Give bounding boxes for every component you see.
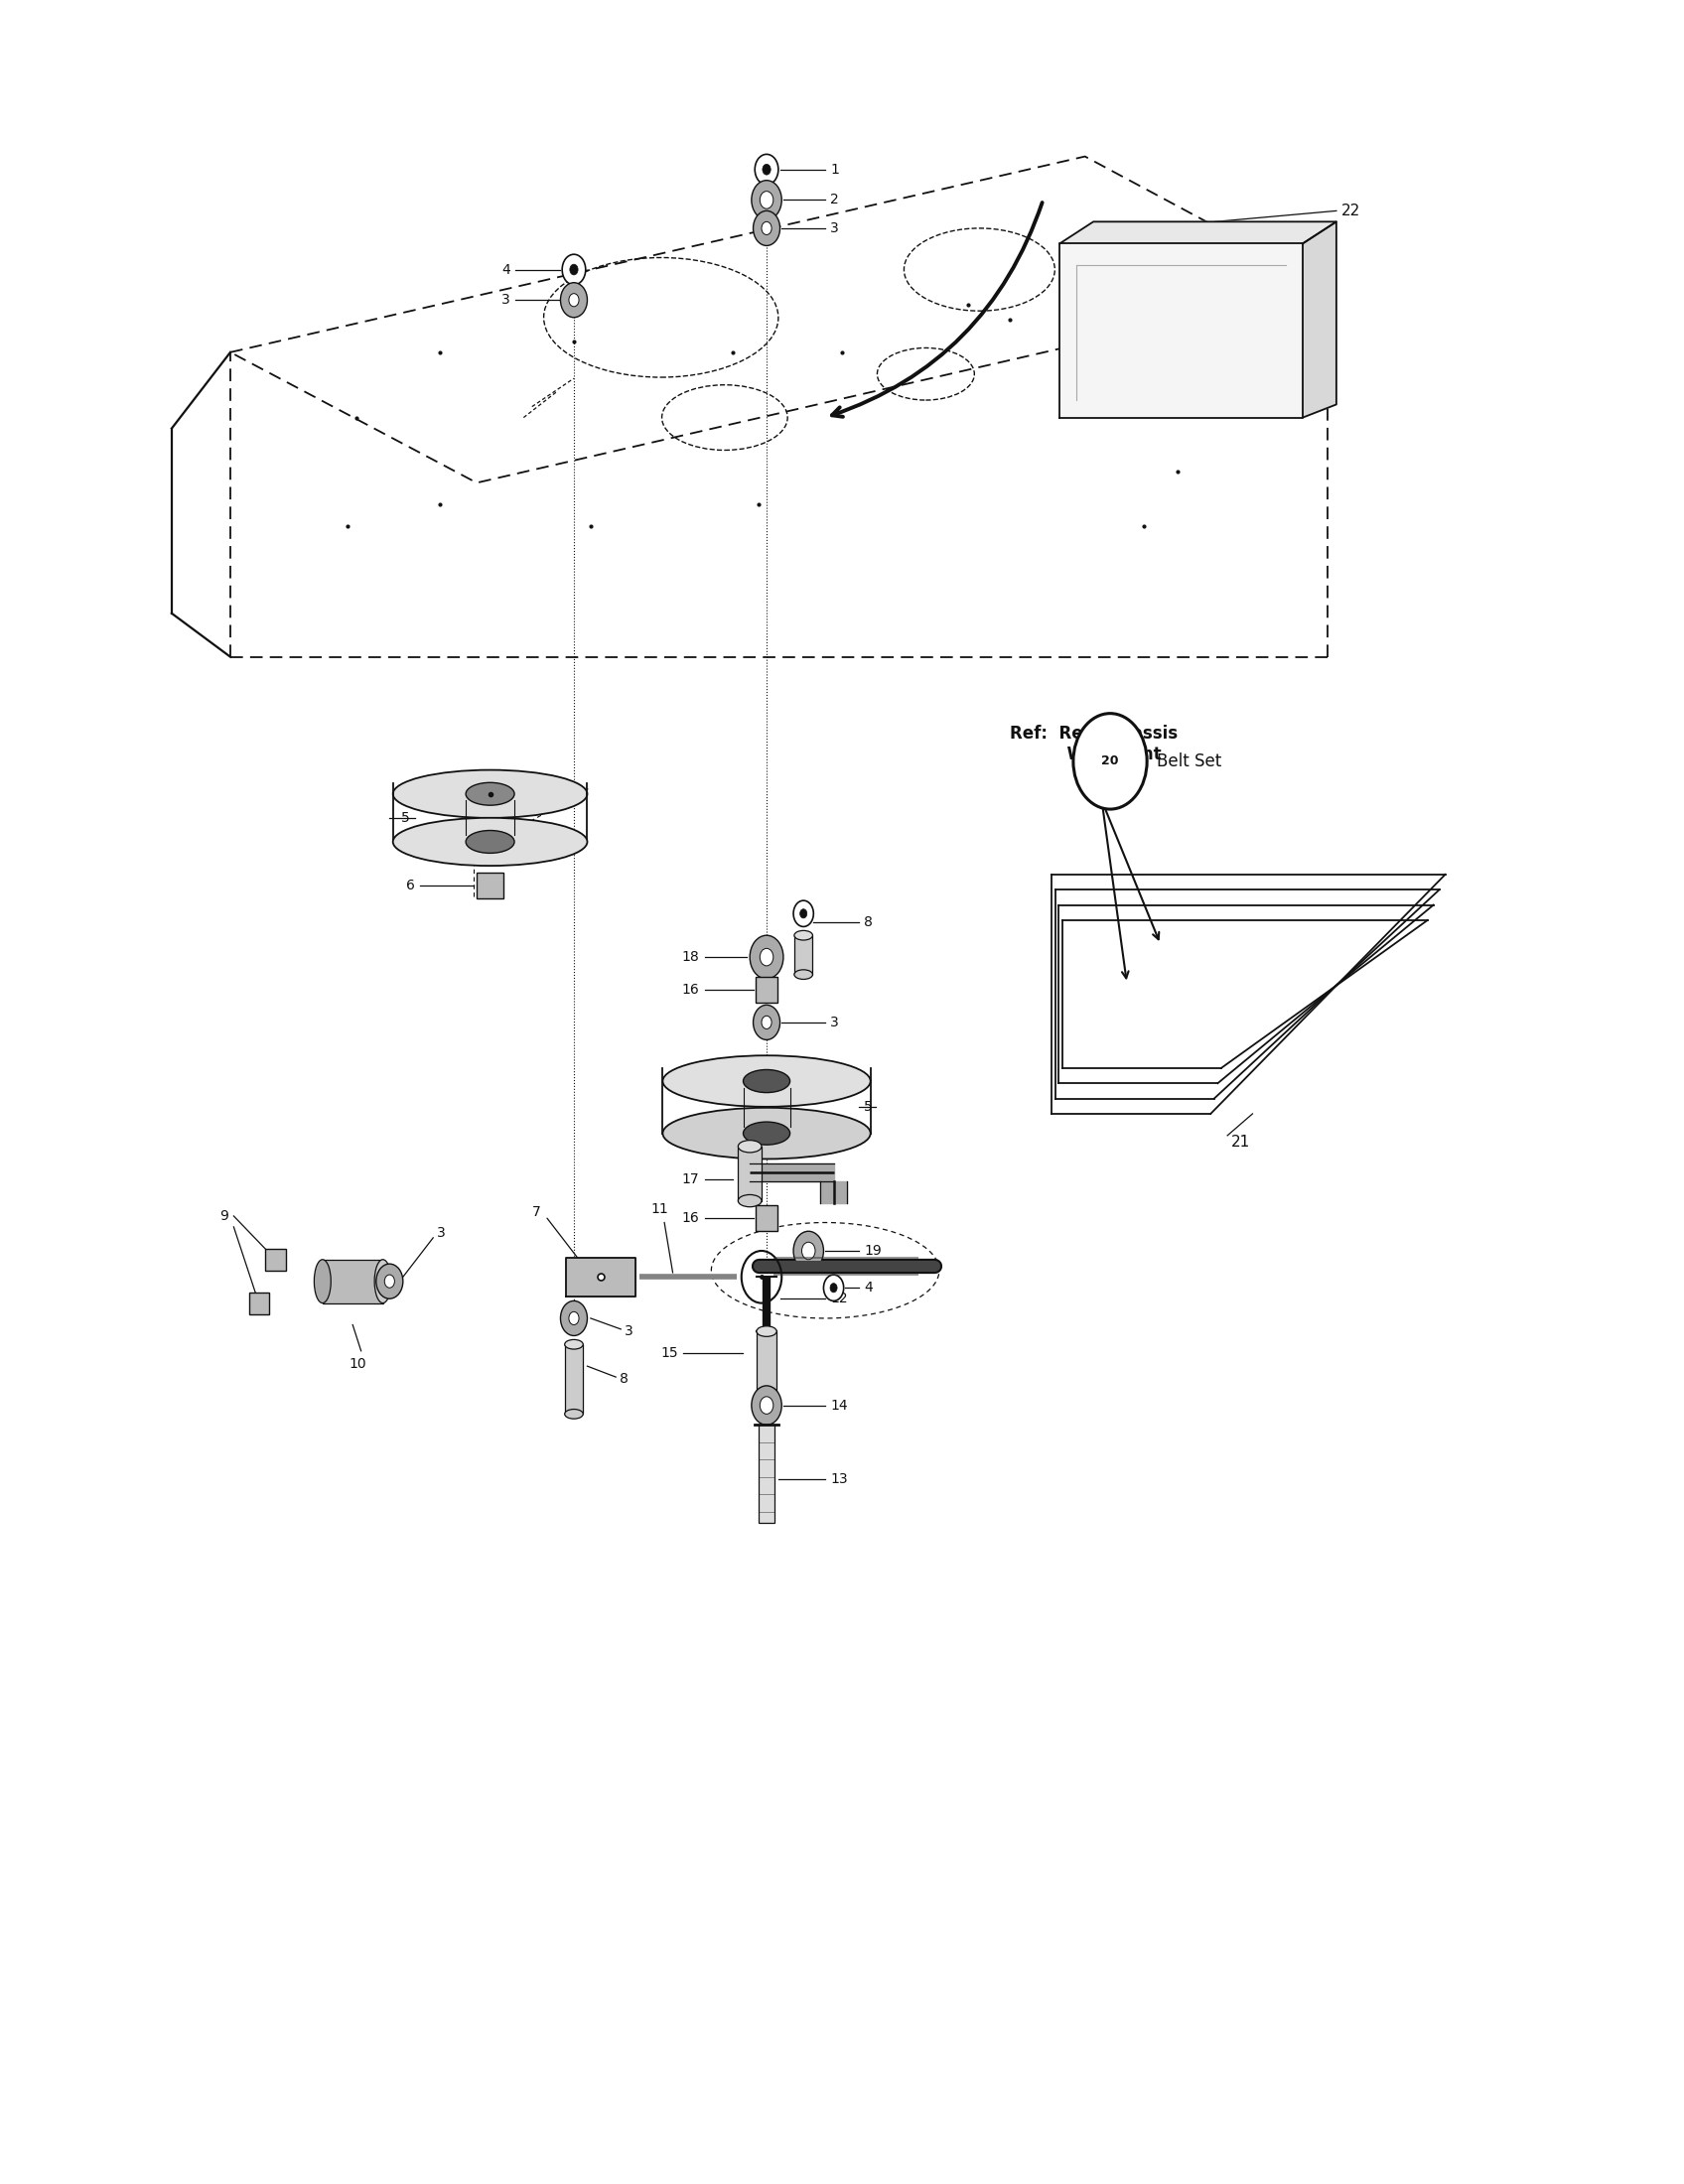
Ellipse shape	[315, 1260, 330, 1304]
Ellipse shape	[738, 1140, 761, 1153]
Ellipse shape	[564, 1409, 583, 1420]
Polygon shape	[1059, 223, 1337, 242]
Polygon shape	[1303, 223, 1337, 417]
Bar	[738, 1147, 761, 1201]
Ellipse shape	[795, 970, 813, 978]
Ellipse shape	[738, 1195, 761, 1208]
Text: 11: 11	[650, 1201, 669, 1216]
Bar	[477, 871, 504, 898]
Circle shape	[761, 223, 771, 234]
Text: 19: 19	[864, 1245, 881, 1258]
Circle shape	[759, 192, 773, 210]
Ellipse shape	[795, 930, 813, 939]
Text: 2: 2	[830, 192, 839, 207]
Ellipse shape	[663, 1107, 871, 1160]
Text: 4: 4	[502, 262, 510, 277]
Circle shape	[376, 1265, 402, 1299]
Ellipse shape	[663, 1055, 871, 1107]
Text: 8: 8	[620, 1372, 628, 1387]
Circle shape	[569, 264, 578, 275]
Text: 10: 10	[349, 1358, 367, 1372]
Circle shape	[1073, 714, 1147, 808]
Text: 3: 3	[830, 221, 839, 236]
Circle shape	[793, 1232, 823, 1271]
Text: 16: 16	[682, 983, 699, 996]
Circle shape	[751, 1385, 781, 1424]
Circle shape	[802, 1243, 815, 1260]
Text: 16: 16	[682, 1212, 699, 1225]
Bar	[756, 976, 778, 1002]
Bar	[756, 1332, 776, 1391]
Circle shape	[749, 935, 783, 978]
Ellipse shape	[743, 1123, 790, 1144]
Ellipse shape	[466, 782, 514, 806]
Circle shape	[569, 1313, 579, 1326]
Text: 14: 14	[830, 1398, 847, 1413]
Ellipse shape	[392, 771, 588, 817]
Text: Ref:  Rear Chassis
          Weldment: Ref: Rear Chassis Weldment	[1010, 725, 1177, 762]
Circle shape	[759, 1396, 773, 1413]
Bar	[564, 1345, 583, 1413]
Text: 18: 18	[682, 950, 699, 963]
Text: 5: 5	[864, 1101, 872, 1114]
Ellipse shape	[374, 1260, 391, 1304]
Text: 12: 12	[830, 1291, 847, 1306]
Bar	[795, 935, 813, 974]
Bar	[756, 1206, 778, 1232]
Ellipse shape	[564, 1339, 583, 1350]
Text: 15: 15	[660, 1345, 677, 1361]
Bar	[758, 1424, 775, 1522]
Text: Belt Set: Belt Set	[1157, 751, 1223, 771]
Circle shape	[753, 1005, 780, 1040]
Circle shape	[569, 293, 579, 306]
Circle shape	[562, 253, 586, 284]
Circle shape	[823, 1275, 844, 1302]
Ellipse shape	[466, 830, 514, 854]
Text: 22: 22	[1342, 203, 1361, 218]
Text: 4: 4	[864, 1280, 872, 1295]
Text: 3: 3	[436, 1227, 445, 1241]
Text: 5: 5	[401, 810, 409, 826]
Text: 21: 21	[1231, 1136, 1250, 1149]
Circle shape	[763, 164, 771, 175]
Circle shape	[800, 909, 807, 917]
Circle shape	[561, 1302, 588, 1337]
Circle shape	[751, 181, 781, 221]
Text: 17: 17	[682, 1173, 699, 1186]
Polygon shape	[566, 1258, 637, 1297]
Circle shape	[384, 1275, 394, 1289]
Text: 1: 1	[830, 162, 839, 177]
Ellipse shape	[756, 1326, 776, 1337]
Ellipse shape	[743, 1070, 790, 1092]
Bar	[266, 1249, 286, 1271]
Circle shape	[754, 155, 778, 186]
Circle shape	[830, 1284, 837, 1293]
Text: 20: 20	[1101, 756, 1118, 769]
Text: 3: 3	[830, 1016, 839, 1029]
Text: 9: 9	[221, 1210, 229, 1223]
Circle shape	[561, 282, 588, 317]
Text: 8: 8	[864, 915, 872, 928]
Text: 6: 6	[406, 878, 414, 893]
Ellipse shape	[756, 1387, 776, 1398]
Text: 3: 3	[625, 1324, 633, 1339]
Text: 7: 7	[532, 1206, 541, 1219]
Ellipse shape	[392, 817, 588, 865]
Bar	[249, 1293, 269, 1315]
Text: 3: 3	[502, 293, 510, 308]
Circle shape	[753, 212, 780, 245]
Circle shape	[793, 900, 813, 926]
Bar	[323, 1260, 382, 1304]
Polygon shape	[1059, 242, 1303, 417]
Circle shape	[761, 1016, 771, 1029]
Circle shape	[759, 948, 773, 965]
Text: 13: 13	[830, 1472, 847, 1487]
